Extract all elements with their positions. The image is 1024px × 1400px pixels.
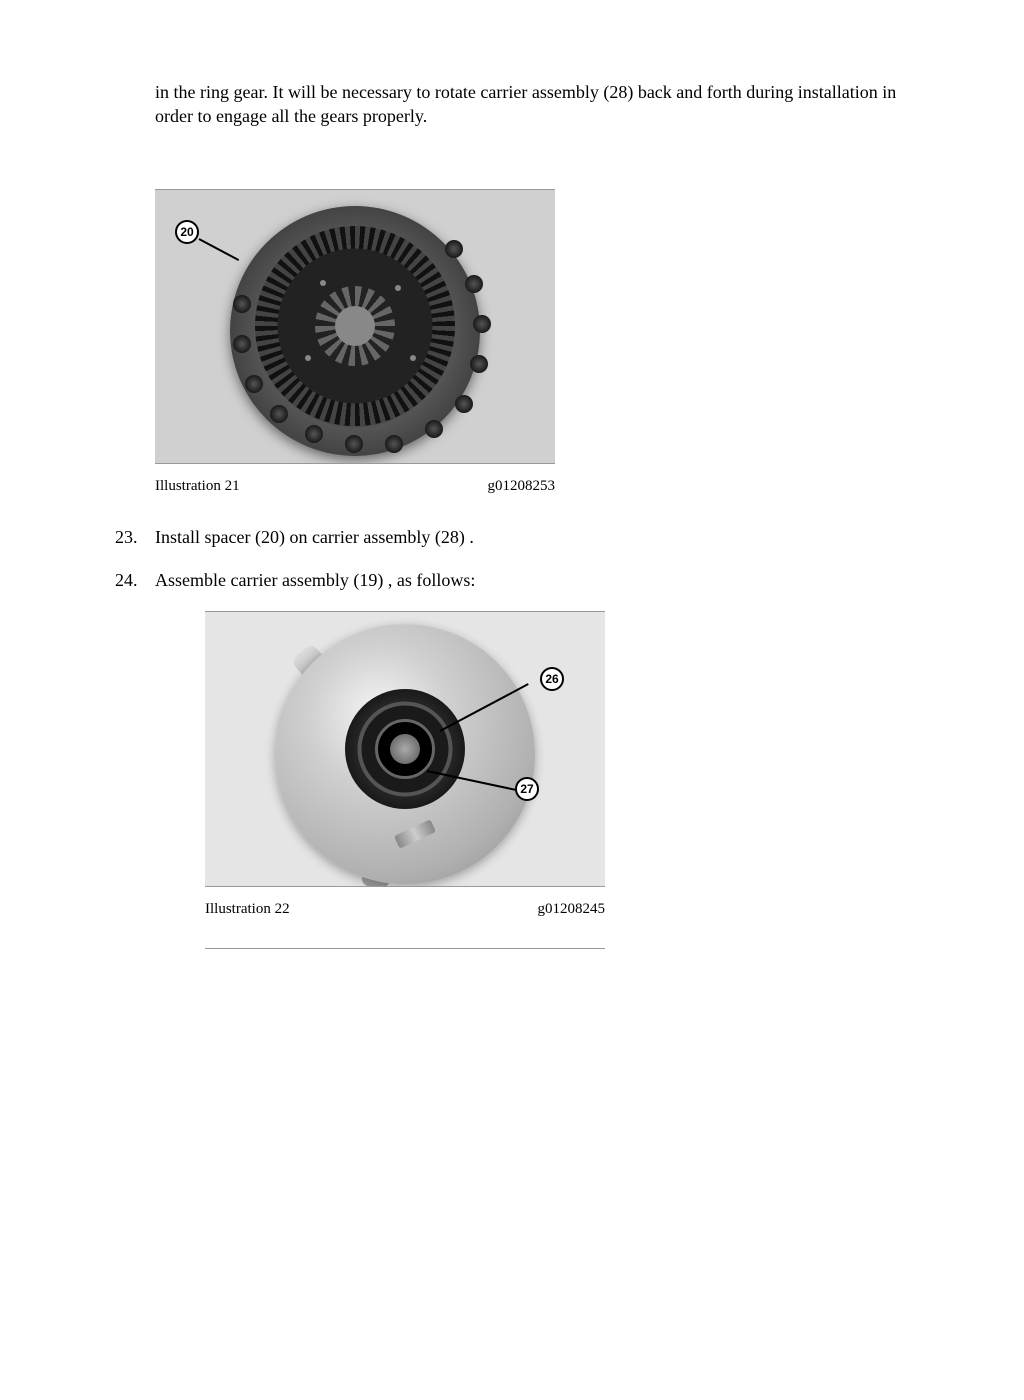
- bolt: [270, 405, 288, 423]
- bolt: [345, 435, 363, 453]
- illustration-21-label: Illustration 21: [155, 478, 240, 495]
- callout-26: 26: [540, 667, 564, 691]
- dot: [320, 280, 326, 286]
- step-24: 24. Assemble carrier assembly (19) , as …: [115, 568, 909, 593]
- step-23-number: 23.: [115, 525, 155, 550]
- dot: [395, 285, 401, 291]
- bolt: [455, 395, 473, 413]
- illustration-22-image: 26 27: [205, 611, 605, 886]
- bolt: [233, 295, 251, 313]
- illustration-22-id: g01208245: [538, 901, 606, 918]
- callout-20: 20: [175, 220, 199, 244]
- step-24-text: Assemble carrier assembly (19) , as foll…: [155, 568, 909, 593]
- bolt: [465, 275, 483, 293]
- disc-center-hole: [390, 734, 420, 764]
- callout-line: [199, 238, 240, 261]
- step-23: 23. Install spacer (20) on carrier assem…: [115, 525, 909, 550]
- figure-22-block: 26 27 Illustration 22 g01208245: [205, 611, 909, 918]
- callout-27: 27: [515, 777, 539, 801]
- step-24-number: 24.: [115, 568, 155, 593]
- inner-spline-hole: [335, 306, 375, 346]
- figure-21-caption: Illustration 21 g01208253: [155, 464, 555, 495]
- bottom-divider: [205, 948, 605, 949]
- illustration-21-id: g01208253: [488, 478, 556, 495]
- dot: [305, 355, 311, 361]
- figure-21-block: 20 Illustration 21 g01208253: [155, 189, 909, 495]
- bolt: [245, 375, 263, 393]
- bolt: [445, 240, 463, 258]
- illustration-22-label: Illustration 22: [205, 901, 290, 918]
- intro-paragraph: in the ring gear. It will be necessary t…: [155, 80, 909, 129]
- bolt: [305, 425, 323, 443]
- dot: [410, 355, 416, 361]
- bolt: [470, 355, 488, 373]
- step-23-text: Install spacer (20) on carrier assembly …: [155, 525, 909, 550]
- bolt: [233, 335, 251, 353]
- illustration-21-image: 20: [155, 189, 555, 464]
- bolt: [385, 435, 403, 453]
- figure-22-caption: Illustration 22 g01208245: [205, 887, 605, 918]
- bolt: [425, 420, 443, 438]
- bolt: [473, 315, 491, 333]
